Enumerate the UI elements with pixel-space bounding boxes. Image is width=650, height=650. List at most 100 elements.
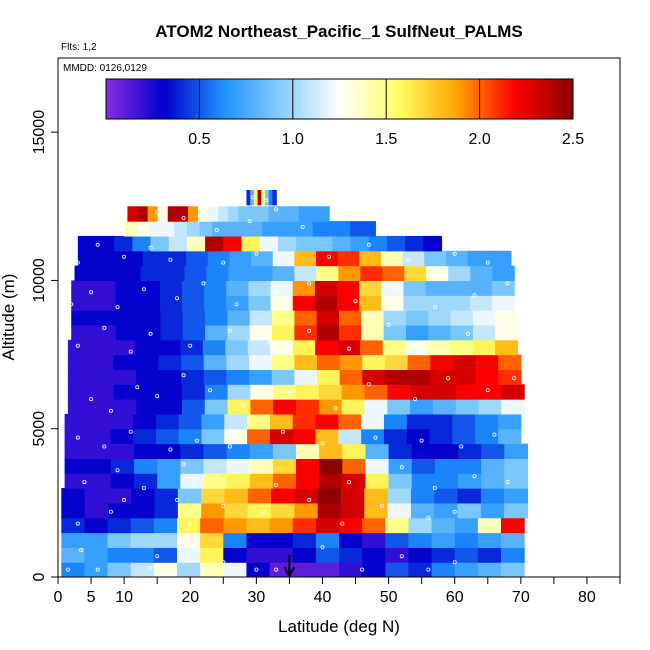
heatmap-cell: [316, 250, 339, 267]
sample-point: [194, 239, 199, 244]
heatmap-cell: [338, 265, 361, 282]
heatmap-cell: [84, 517, 109, 534]
heatmap-cell: [294, 488, 319, 504]
colorbar-segment: [479, 79, 484, 119]
heatmap-cell: [181, 280, 205, 296]
heatmap-cell: [480, 488, 505, 504]
colorbar-segment: [358, 79, 364, 119]
colorbar-segment: [541, 79, 547, 119]
date-annotation: MMDD: 0126,0129: [63, 63, 147, 74]
heatmap-cell: [350, 221, 364, 237]
heatmap-cell: [107, 532, 132, 548]
sample-point: [201, 567, 206, 572]
sample-point: [459, 444, 464, 449]
heatmap-cell: [498, 369, 522, 385]
heatmap-cell: [153, 562, 178, 577]
heatmap-cell: [296, 399, 320, 415]
sample-point: [201, 281, 206, 286]
colorbar-segment: [393, 79, 399, 119]
sample-point: [135, 385, 140, 390]
heatmap-cell: [157, 458, 181, 474]
heatmap-cell: [167, 206, 179, 222]
sample-point: [274, 567, 279, 572]
heatmap-layer: [61, 189, 529, 577]
colorbar-segment: [312, 79, 317, 119]
heatmap-cell: [338, 428, 362, 445]
heatmap-cell: [269, 532, 294, 548]
heatmap-cell: [224, 221, 238, 237]
heatmap-cell: [332, 235, 352, 252]
colorbar-segment: [160, 79, 165, 119]
heatmap-cell: [431, 532, 456, 548]
heatmap-cell: [223, 532, 248, 548]
heatmap-cell: [272, 189, 277, 206]
heatmap-cell: [61, 502, 86, 519]
colorbar-tick-label: 0.5: [188, 131, 210, 148]
colorbar-segment: [156, 79, 161, 119]
heatmap-cell: [67, 399, 92, 415]
sample-point: [287, 257, 292, 262]
sample-point: [79, 548, 84, 553]
heatmap-cell: [261, 189, 266, 206]
heatmap-cell: [247, 488, 272, 504]
heatmap-cell: [387, 488, 412, 504]
heatmap-cell: [149, 221, 163, 237]
heatmap-cell: [314, 235, 333, 252]
heatmap-cell: [204, 280, 227, 296]
colorbar-segment: [370, 79, 376, 119]
sample-point: [221, 260, 226, 265]
heatmap-cell: [115, 324, 139, 341]
colorbar-segment: [366, 79, 372, 119]
colorbar-segment: [331, 79, 337, 119]
heatmap-cell: [107, 562, 132, 577]
sample-point: [274, 483, 279, 488]
sample-point: [89, 290, 94, 295]
colorbar-segment: [553, 79, 558, 119]
heatmap-cell: [223, 562, 248, 577]
heatmap-cell: [292, 562, 317, 577]
colorbar-segment: [413, 79, 418, 119]
heatmap-cell: [408, 547, 433, 563]
heatmap-cell: [115, 280, 139, 296]
colorbar-segment: [327, 79, 333, 119]
heatmap-cell: [247, 339, 271, 356]
heatmap-cell: [504, 473, 529, 489]
heatmap-cell: [162, 265, 186, 282]
heatmap-cell: [381, 295, 405, 311]
heatmap-cell: [249, 443, 274, 459]
point-marker-layer: [65, 195, 517, 572]
heatmap-cell: [501, 399, 525, 415]
heatmap-cell: [296, 443, 320, 459]
colorbar-segment: [168, 79, 173, 119]
heatmap-cell: [268, 206, 280, 222]
heatmap-cell: [200, 517, 224, 534]
heatmap-cell: [67, 339, 91, 356]
sample-point: [174, 497, 179, 502]
heatmap-cell: [273, 384, 297, 400]
heatmap-cell: [498, 428, 522, 445]
heatmap-cell: [319, 443, 343, 459]
heatmap-cell: [61, 547, 86, 563]
heatmap-cell: [107, 517, 132, 534]
heatmap-cell: [454, 562, 479, 577]
sample-point: [320, 441, 325, 446]
heatmap-cell: [312, 221, 326, 237]
heatmap-cell: [226, 443, 251, 459]
heatmap-cell: [127, 206, 139, 222]
sample-point: [95, 567, 100, 572]
heatmap-cell: [136, 384, 160, 400]
heatmap-cell: [99, 250, 122, 267]
heatmap-cell: [316, 324, 340, 341]
heatmap-cell: [237, 221, 251, 237]
heatmap-cell: [272, 265, 295, 282]
heatmap-cell: [457, 488, 482, 504]
heatmap-cell: [84, 532, 109, 548]
heatmap-cell: [159, 399, 183, 415]
colorbar-segment: [316, 79, 321, 119]
heatmap-cell: [177, 488, 202, 504]
heatmap-cell: [249, 369, 273, 385]
colorbar-segment: [207, 79, 212, 119]
heatmap-cell: [250, 384, 274, 400]
heatmap-cell: [180, 458, 205, 474]
